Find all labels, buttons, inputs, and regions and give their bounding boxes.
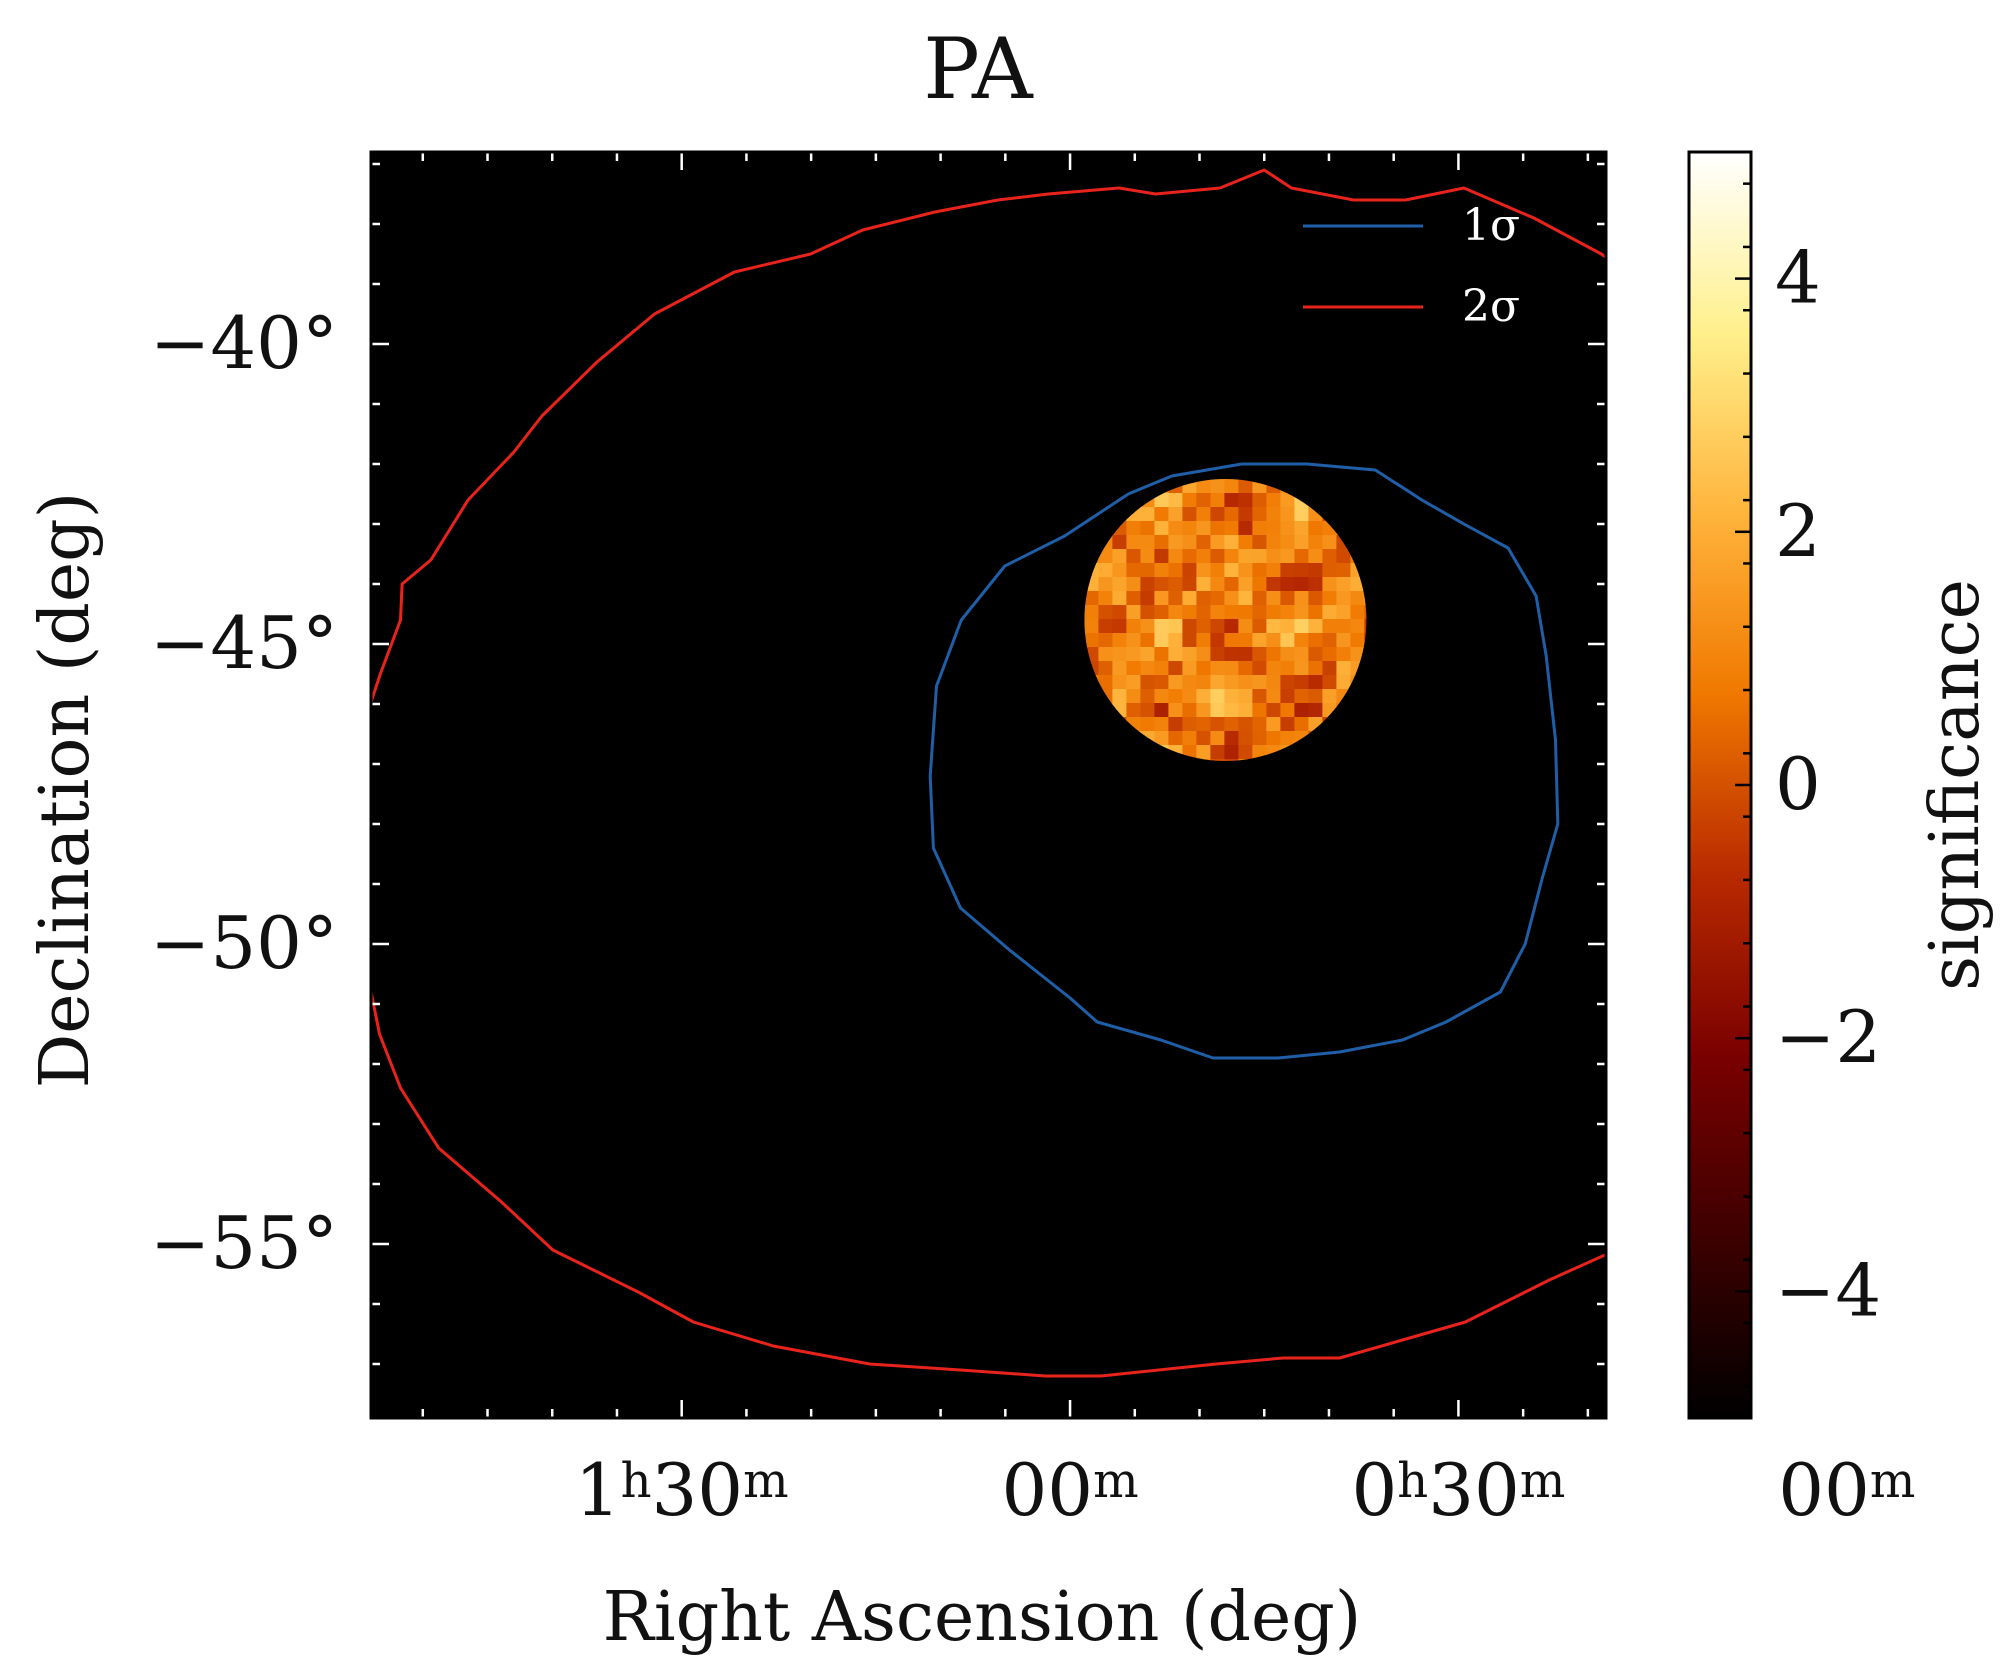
plot-background (371, 152, 1606, 1418)
chart-title: PA (923, 20, 1034, 118)
legend-label-2sigma: 2σ (1462, 281, 1520, 332)
contour-1sigma (928, 462, 1560, 1060)
y-tick-labels: −40° −45° −50° −55° (150, 301, 338, 1285)
colorbar-tick-label: −2 (1775, 995, 1881, 1079)
legend-label-1sigma: 1σ (1462, 200, 1520, 251)
x-tick-label: 00m (1778, 1448, 1915, 1532)
colorbar-tick-label: 2 (1775, 489, 1821, 573)
y-tick-label: −50° (150, 901, 338, 985)
x-tick-label: 00m (1001, 1448, 1138, 1532)
contour-layer (371, 168, 1606, 1378)
legend: 1σ 2σ (1303, 200, 1520, 332)
y-tick-label: −55° (150, 1201, 338, 1285)
plot-frame (369, 150, 1608, 1420)
colorbar-tick-label: 4 (1775, 236, 1821, 320)
x-axis-label: Right Ascension (deg) (603, 1578, 1362, 1657)
x-tick-label: 1h30m (575, 1448, 789, 1532)
x-tick-labels: 1h30m 00m 0h30m 00m (575, 1448, 1916, 1532)
colorbar-tick-label: 0 (1775, 742, 1821, 826)
y-tick-label: −45° (150, 601, 338, 685)
colorbar-tick-label: −4 (1775, 1248, 1881, 1332)
colorbar-tick-labels: 4 2 0 −2 −4 (1775, 236, 1881, 1333)
x-tick-label: 0h30m (1351, 1448, 1565, 1532)
y-axis-label: Declination (deg) (26, 492, 105, 1088)
y-tick-label: −40° (150, 301, 338, 385)
colorbar-label: significance (1916, 579, 1995, 991)
colorbar-frame (1687, 150, 1753, 1420)
significance-patch (1084, 479, 1367, 761)
contour-2sigma (371, 168, 1606, 1378)
